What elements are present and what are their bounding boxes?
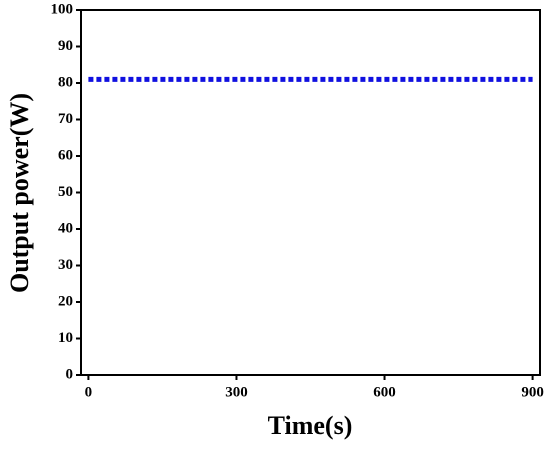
y-tick-label: 90 [58,38,73,54]
y-axis-title: Output power(W) [5,93,34,293]
y-tick-label: 20 [58,293,73,309]
y-tick-label: 30 [58,257,73,273]
y-tick-label: 50 [58,184,73,200]
y-tick-label: 70 [58,111,73,127]
x-tick-label: 600 [373,384,396,400]
x-tick-label: 900 [521,384,544,400]
x-axis-title: Time(s) [268,411,353,440]
y-tick-label: 100 [51,1,74,17]
y-tick-label: 80 [58,74,73,90]
x-tick-label: 0 [85,384,93,400]
x-tick-label: 300 [225,384,248,400]
y-tick-label: 40 [58,220,73,236]
y-tick-label: 10 [58,330,73,346]
y-tick-label: 60 [58,147,73,163]
y-tick-label: 0 [66,366,74,382]
plot-frame [80,9,541,376]
